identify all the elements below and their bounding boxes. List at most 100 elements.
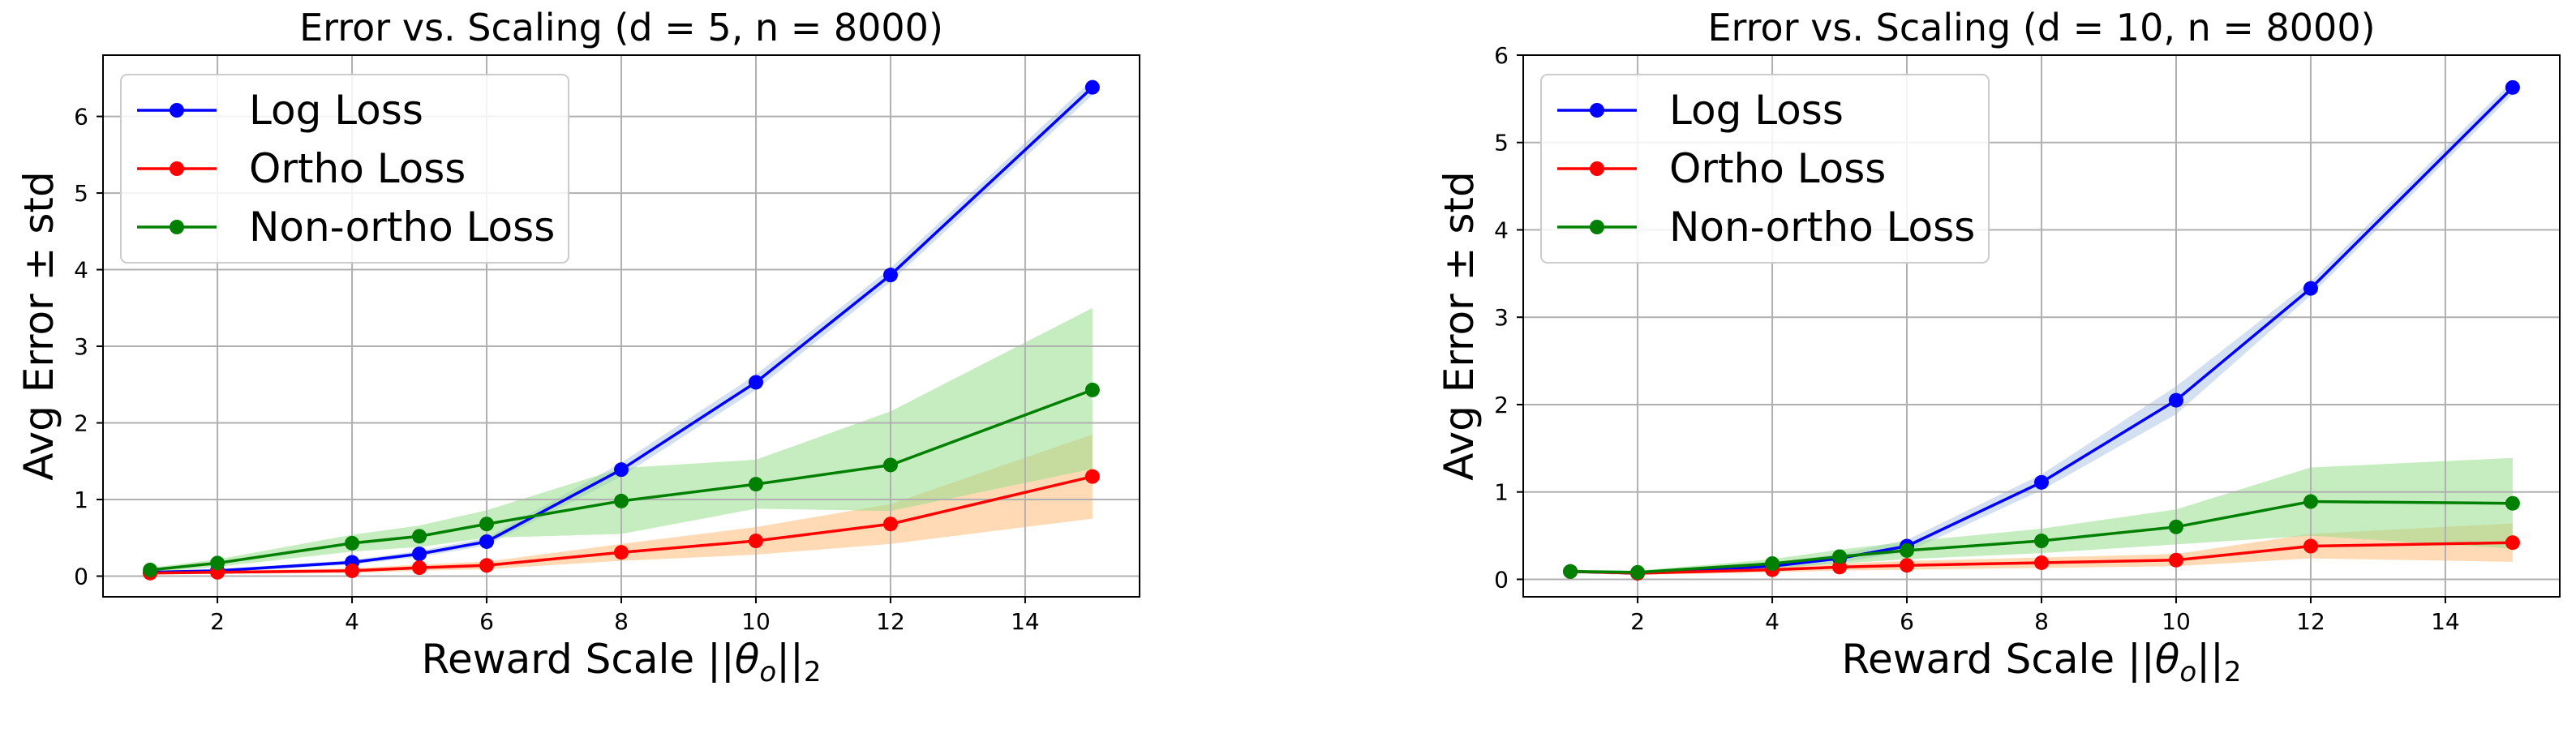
- y-tick-label: 2: [1494, 392, 1509, 418]
- y-tick-label: 2: [74, 410, 88, 437]
- x-tick-label: 12: [2296, 608, 2325, 635]
- legend: Log Loss Ortho Loss Non-ortho Loss: [120, 74, 569, 264]
- y-axis-label: Avg Error ± std: [15, 171, 62, 480]
- legend-label: Non-ortho Loss: [249, 204, 555, 251]
- data-point: [882, 517, 898, 532]
- chart-title: Error vs. Scaling (d = 10, n = 8000): [1707, 6, 2375, 49]
- y-tick-label: 3: [1494, 304, 1509, 331]
- x-axis-label: Reward Scale ||θo||2: [422, 636, 822, 688]
- data-point: [1765, 556, 1780, 572]
- data-point: [1084, 469, 1100, 484]
- data-point: [1084, 79, 1100, 95]
- legend-box: [1540, 74, 1990, 264]
- data-point: [2168, 392, 2183, 408]
- legend-item: Ortho Loss: [1557, 145, 1886, 192]
- data-point: [1563, 564, 1578, 579]
- data-point: [882, 268, 898, 283]
- data-point: [1832, 560, 1848, 575]
- data-point: [1900, 542, 1915, 558]
- x-tick-label: 4: [1765, 608, 1780, 635]
- legend-item: Non-ortho Loss: [137, 204, 555, 251]
- data-point: [614, 462, 629, 478]
- legend-marker: [170, 161, 184, 176]
- x-tick-label: 4: [345, 608, 359, 635]
- legend-marker: [1590, 220, 1604, 234]
- legend-label: Non-ortho Loss: [1669, 204, 1975, 251]
- legend-label: Log Loss: [249, 87, 423, 134]
- x-tick-label: 10: [741, 608, 771, 635]
- data-point: [614, 545, 629, 560]
- data-point: [345, 563, 360, 578]
- data-point: [2505, 495, 2520, 511]
- data-point: [412, 529, 427, 544]
- legend-label: Log Loss: [1669, 87, 1844, 134]
- data-point: [412, 560, 427, 576]
- data-point: [1084, 382, 1100, 397]
- y-tick-label: 6: [1494, 42, 1509, 69]
- legend-marker: [170, 220, 184, 234]
- data-point: [2303, 281, 2318, 296]
- y-tick-label: 0: [1494, 566, 1509, 593]
- y-tick-label: 3: [74, 333, 88, 360]
- legend-marker: [1590, 161, 1604, 176]
- legend-item: Log Loss: [137, 87, 423, 134]
- data-point: [748, 534, 763, 549]
- y-tick-label: 4: [1494, 217, 1509, 243]
- data-point: [2505, 79, 2520, 95]
- x-tick-label: 14: [1011, 608, 1040, 635]
- data-point: [748, 375, 763, 390]
- data-point: [143, 562, 158, 577]
- x-tick-label: 12: [876, 608, 905, 635]
- data-point: [412, 547, 427, 562]
- data-point: [1832, 549, 1848, 564]
- data-point: [2034, 555, 2049, 570]
- legend-marker: [170, 103, 184, 118]
- data-point: [210, 555, 225, 571]
- y-tick-label: 1: [1494, 479, 1509, 506]
- data-point: [2303, 494, 2318, 509]
- x-tick-label: 6: [479, 608, 494, 635]
- std-band-series-2: [1570, 457, 2513, 574]
- y-tick-label: 5: [74, 180, 88, 207]
- data-point: [2034, 534, 2049, 549]
- data-point: [1630, 564, 1646, 580]
- x-axis-label: Reward Scale ||θo||2: [1842, 636, 2242, 688]
- data-point: [345, 535, 360, 551]
- legend-label: Ortho Loss: [1669, 145, 1886, 192]
- data-point: [2303, 538, 2318, 554]
- legend-label: Ortho Loss: [249, 145, 466, 192]
- legend-marker: [1590, 103, 1604, 118]
- x-tick-label: 6: [1900, 608, 1914, 635]
- legend-box: [120, 74, 569, 264]
- x-tick-label: 8: [614, 608, 629, 635]
- x-tick-label: 2: [210, 608, 225, 635]
- data-point: [2168, 552, 2183, 568]
- x-tick-label: 2: [1630, 608, 1645, 635]
- y-tick-label: 1: [74, 487, 88, 513]
- data-point: [748, 477, 763, 492]
- data-point: [479, 517, 495, 532]
- y-tick-label: 6: [74, 104, 88, 131]
- y-tick-label: 5: [1494, 130, 1509, 156]
- std-band-series-1: [150, 434, 1093, 575]
- x-tick-label: 14: [2431, 608, 2460, 635]
- x-tick-label: 10: [2162, 608, 2191, 635]
- data-point: [2168, 519, 2183, 534]
- legend-item: Log Loss: [1557, 87, 1844, 134]
- data-point: [2505, 535, 2520, 551]
- data-point: [479, 534, 495, 549]
- legend-item: Ortho Loss: [137, 145, 466, 192]
- chart-title: Error vs. Scaling (d = 5, n = 8000): [299, 6, 943, 49]
- data-point: [2034, 474, 2049, 490]
- data-point: [882, 457, 898, 473]
- y-tick-label: 4: [74, 257, 88, 284]
- legend-item: Non-ortho Loss: [1557, 204, 1975, 251]
- legend: Log Loss Ortho Loss Non-ortho Loss: [1540, 74, 1990, 264]
- x-tick-label: 8: [2034, 608, 2049, 635]
- data-point: [1900, 558, 1915, 573]
- std-band-series-2: [150, 307, 1093, 572]
- y-axis-label: Avg Error ± std: [1436, 171, 1483, 480]
